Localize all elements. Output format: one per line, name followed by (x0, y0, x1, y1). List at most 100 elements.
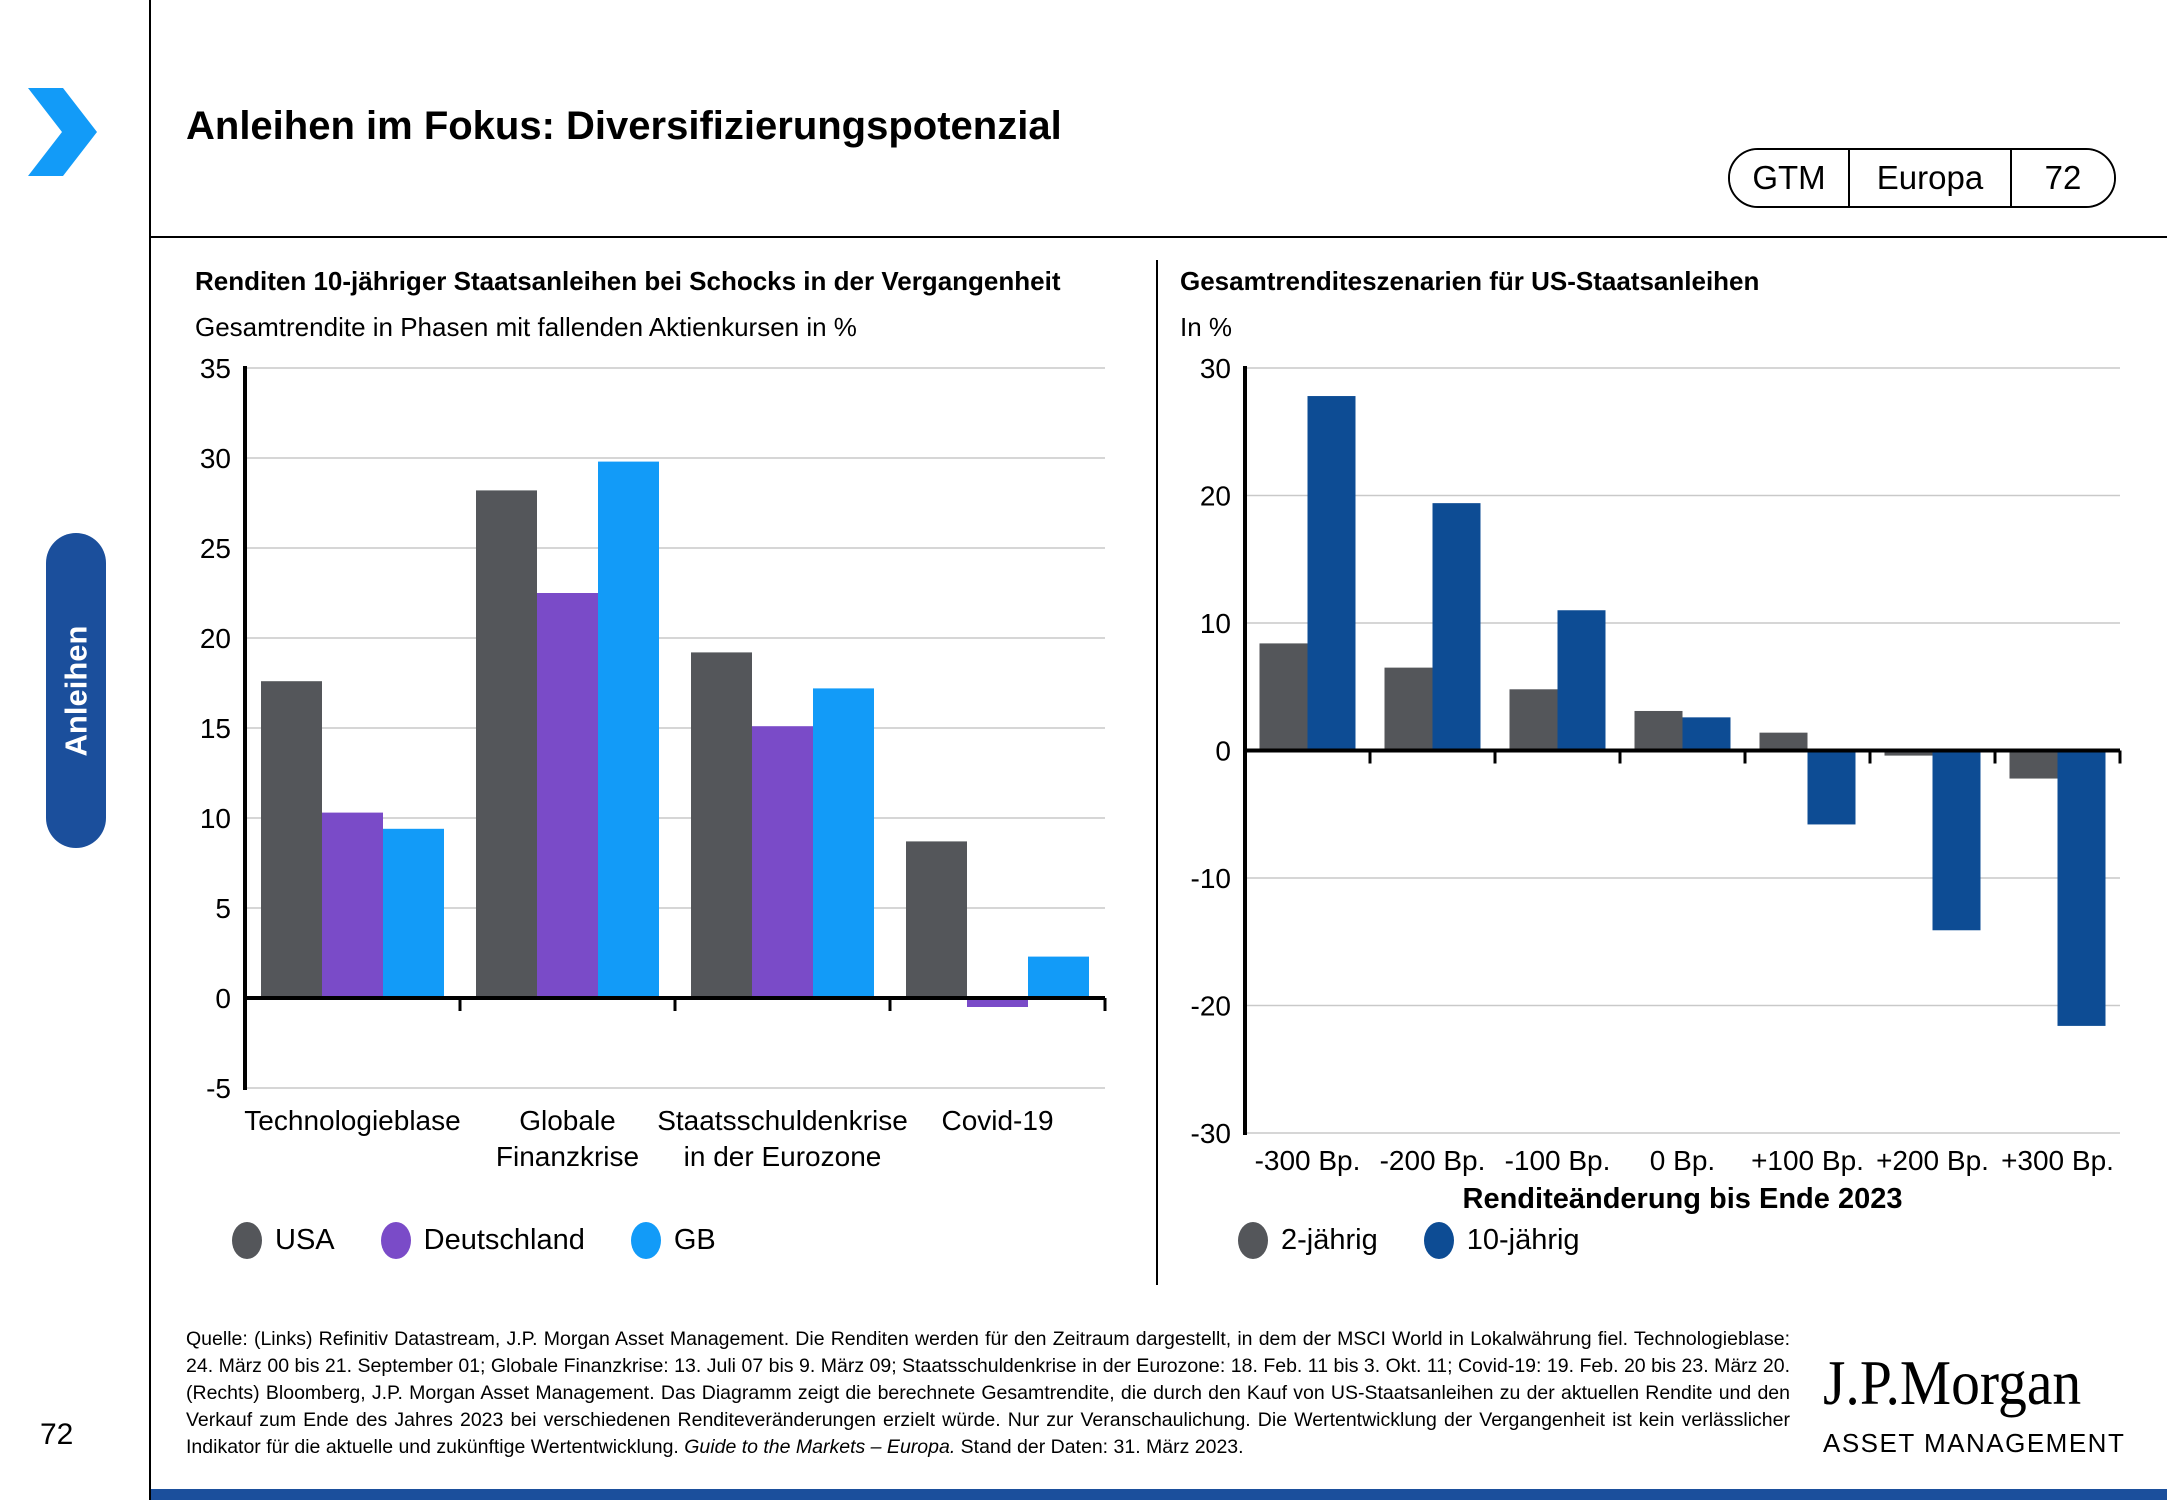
chart-panel-divider (1156, 260, 1158, 1285)
y-tick-label: -5 (206, 1073, 231, 1104)
right-chart-legend: 2-jährig 10-jährig (1238, 1222, 1580, 1259)
bar-GB-Staatsschuldenkrise in der Eurozone (813, 688, 874, 998)
y-tick-label: 10 (200, 803, 231, 834)
bar-USA-Covid-19 (906, 841, 967, 998)
bar-Deutschland-Staatsschuldenkrise in der Eurozone (752, 726, 813, 998)
bar-Deutschland-Covid-19 (967, 998, 1028, 1007)
legend-label: 10-jährig (1466, 1224, 1580, 1256)
bar-GB-Technologieblase (383, 828, 444, 998)
left-vertical-divider (149, 0, 151, 1500)
legend-swatch (380, 1222, 411, 1259)
legend-item-10-jährig: 10-jährig (1423, 1222, 1580, 1259)
legend-swatch (232, 1222, 262, 1259)
bar-10-jährig-+300 Bp. (2057, 750, 2106, 1026)
x-category-label: 0 Bp. (1650, 1145, 1715, 1176)
bar-Deutschland-Technologieblase (322, 812, 383, 998)
badge-region: Europa (1848, 150, 2012, 206)
x-category-label: -300 Bp. (1255, 1145, 1361, 1176)
bottom-accent-bar (151, 1489, 2167, 1500)
footnote-date-text: Stand der Daten: 31. März 2023. (955, 1435, 1244, 1458)
left-chart: -5 0 5 10 15 20 25 30 35 Technologieblase Globale F… (200, 353, 1107, 1172)
bar-USA-Technologieblase (261, 681, 322, 998)
bar-10-jährig-0 Bp. (1682, 717, 1731, 751)
y-tick-label: 20 (200, 623, 231, 654)
x-category-label: Globale (519, 1105, 616, 1136)
bar-10-jährig--100 Bp. (1557, 610, 1606, 751)
right-chart-subtitle: In % (1180, 312, 1233, 342)
x-category-label: in der Eurozone (684, 1141, 882, 1172)
header-rule (151, 236, 2167, 238)
y-tick-label: 30 (1200, 353, 1231, 384)
left-chart-title: Renditen 10-jähriger Staatsanleihen bei … (195, 266, 1061, 296)
bar-10-jährig-+100 Bp. (1807, 750, 1856, 825)
x-category-label: Finanzkrise (496, 1141, 639, 1172)
legend-swatch (630, 1222, 661, 1259)
bar-USA-Staatsschuldenkrise in der Eurozone (691, 652, 752, 998)
bar-2-jährig-+100 Bp. (1759, 732, 1808, 751)
left-chart-subtitle: Gesamtrendite in Phasen mit fallenden Ak… (195, 312, 857, 342)
asset-management-label: ASSET MANAGEMENT (1823, 1428, 2126, 1458)
footnote-source-text: Quelle: (Links) Refinitiv Datastream, J.… (186, 1327, 1790, 1458)
y-tick-label: 10 (1200, 608, 1231, 639)
y-tick-label: 20 (1200, 481, 1231, 512)
bar-Deutschland-Globale Finanzkrise (537, 593, 598, 998)
y-tick-label: 0 (1215, 736, 1231, 767)
footnote-italic-text: Guide to the Markets – Europa. (684, 1435, 956, 1458)
y-tick-label: -30 (1191, 1118, 1231, 1149)
y-tick-label: 35 (200, 353, 231, 384)
legend-item-2-jährig: 2-jährig (1238, 1222, 1378, 1259)
y-tick-label: 0 (215, 983, 231, 1014)
bar-2-jährig-+300 Bp. (2009, 750, 2058, 779)
page-title: Anleihen im Fokus: Diversifizierungspote… (186, 104, 1062, 148)
bar-2-jährig--300 Bp. (1259, 643, 1308, 751)
y-tick-label: 25 (200, 533, 231, 564)
x-category-label: -100 Bp. (1505, 1145, 1611, 1176)
x-category-label: +300 Bp. (2001, 1145, 2114, 1176)
x-category-label: -200 Bp. (1380, 1145, 1486, 1176)
legend-label: Deutschland (423, 1224, 585, 1256)
legend-item-GB: GB (630, 1222, 716, 1259)
legend-item-Deutschland: Deutschland (380, 1222, 585, 1259)
badge-program: GTM (1730, 150, 1848, 206)
right-chart-title: Gesamtrenditeszenarien für US-Staatsanle… (1180, 266, 1760, 296)
left-chart-legend: USA Deutschland GB (232, 1222, 716, 1259)
bar-10-jährig--300 Bp. (1307, 396, 1356, 751)
bar-2-jährig--200 Bp. (1384, 667, 1433, 751)
page-number: 72 (40, 1418, 74, 1451)
x-category-label: +100 Bp. (1751, 1145, 1864, 1176)
legend-label: USA (275, 1224, 335, 1256)
chevron-icon (28, 88, 97, 176)
y-tick-label: -10 (1191, 863, 1231, 894)
bar-10-jährig-+200 Bp. (1932, 750, 1981, 931)
legend-label: GB (673, 1224, 716, 1256)
x-axis-title: Renditeänderung bis Ende 2023 (1463, 1183, 1903, 1215)
bar-USA-Globale Finanzkrise (476, 490, 537, 998)
legend-item-USA: USA (232, 1222, 335, 1259)
bar-2-jährig--100 Bp. (1509, 689, 1558, 751)
x-category-label: Technologieblase (244, 1105, 460, 1136)
bar-10-jährig--200 Bp. (1432, 503, 1481, 751)
jpmorgan-logo: J.P.Morgan ASSET MANAGEMENT (1823, 1346, 2143, 1459)
x-category-label: +200 Bp. (1876, 1145, 1989, 1176)
legend-swatch (1238, 1222, 1268, 1259)
bar-2-jährig-0 Bp. (1634, 710, 1683, 751)
y-tick-label: -20 (1191, 991, 1231, 1022)
bar-GB-Globale Finanzkrise (598, 461, 659, 999)
sidebar-tab-anleihen[interactable]: Anleihen (46, 533, 106, 848)
bar-GB-Covid-19 (1028, 956, 1089, 998)
sidebar-tab-label: Anleihen (58, 625, 93, 756)
y-tick-label: 15 (200, 713, 231, 744)
jpmorgan-wordmark: J.P.Morgan (1823, 1347, 2082, 1418)
x-category-label: Staatsschuldenkrise (657, 1105, 908, 1136)
y-tick-label: 5 (215, 893, 231, 924)
legend-label: 2-jährig (1281, 1224, 1378, 1256)
gtm-badge: GTM Europa 72 (1728, 148, 2116, 208)
y-tick-label: 30 (200, 443, 231, 474)
bar-2-jährig-+200 Bp. (1884, 750, 1933, 756)
source-footnote: Quelle: (Links) Refinitiv Datastream, J.… (186, 1326, 1790, 1461)
badge-page: 72 (2012, 150, 2114, 206)
right-chart: -30 -20 -10 0 10 20 30 -300 Bp. -200 Bp. -100 Bp.… (1191, 353, 2122, 1215)
legend-swatch (1423, 1222, 1454, 1259)
x-category-label: Covid-19 (941, 1105, 1053, 1136)
